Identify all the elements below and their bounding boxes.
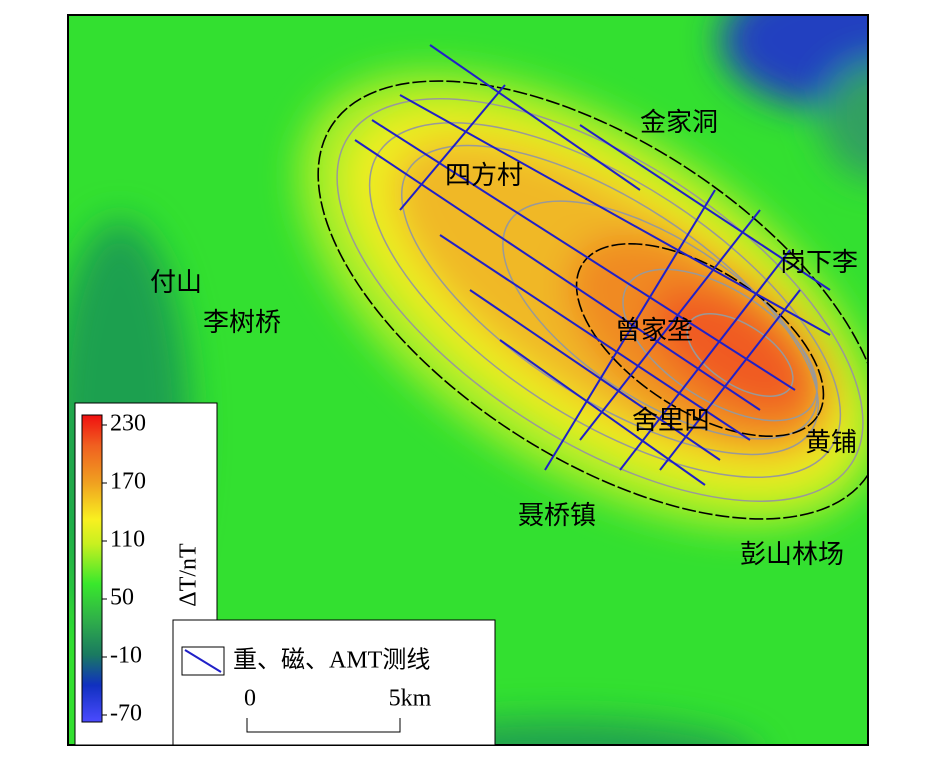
place-label: 金家洞 — [640, 108, 718, 137]
colorbar — [81, 414, 103, 723]
colorbar-tick-label: 50 — [110, 585, 134, 611]
legend-box — [172, 619, 496, 746]
survey-lines — [354, 44, 831, 486]
colorbar-ticks: 230 170 110 50 -10 -70 — [102, 411, 146, 727]
colorbar-tick-label: -10 — [110, 643, 142, 669]
colorbar-tick-label: -70 — [110, 701, 142, 727]
colorbar-tick-label: 230 — [110, 411, 146, 437]
colorbar-tick-label: 170 — [110, 469, 146, 495]
place-label: 舍里凹 — [632, 406, 710, 435]
place-label: 付山 — [150, 268, 202, 297]
colorbar-tick-label: 110 — [110, 527, 145, 553]
legend-line — [184, 649, 222, 673]
scale-end: 5km — [389, 686, 432, 712]
colorbar-label: ΔT/nT — [176, 543, 202, 607]
place-label: 黄铺 — [805, 428, 857, 457]
scale-bar — [246, 718, 401, 733]
place-label: 曾家垄 — [615, 316, 693, 345]
legend-label: 重、磁、AMT测线 — [233, 647, 430, 674]
place-label: 岗下李 — [780, 248, 858, 277]
place-label: 李树桥 — [203, 308, 281, 337]
place-labels: 金家洞 四方村 岗下李 付山 李树桥 曾家垄 舍里凹 黄铺 聂桥镇 彭山林场 — [150, 108, 858, 569]
place-label: 彭山林场 — [740, 540, 844, 569]
place-label: 聂桥镇 — [518, 501, 596, 530]
place-label: 四方村 — [445, 161, 523, 190]
anomaly-field — [68, 15, 868, 745]
scale-start: 0 — [244, 686, 256, 712]
